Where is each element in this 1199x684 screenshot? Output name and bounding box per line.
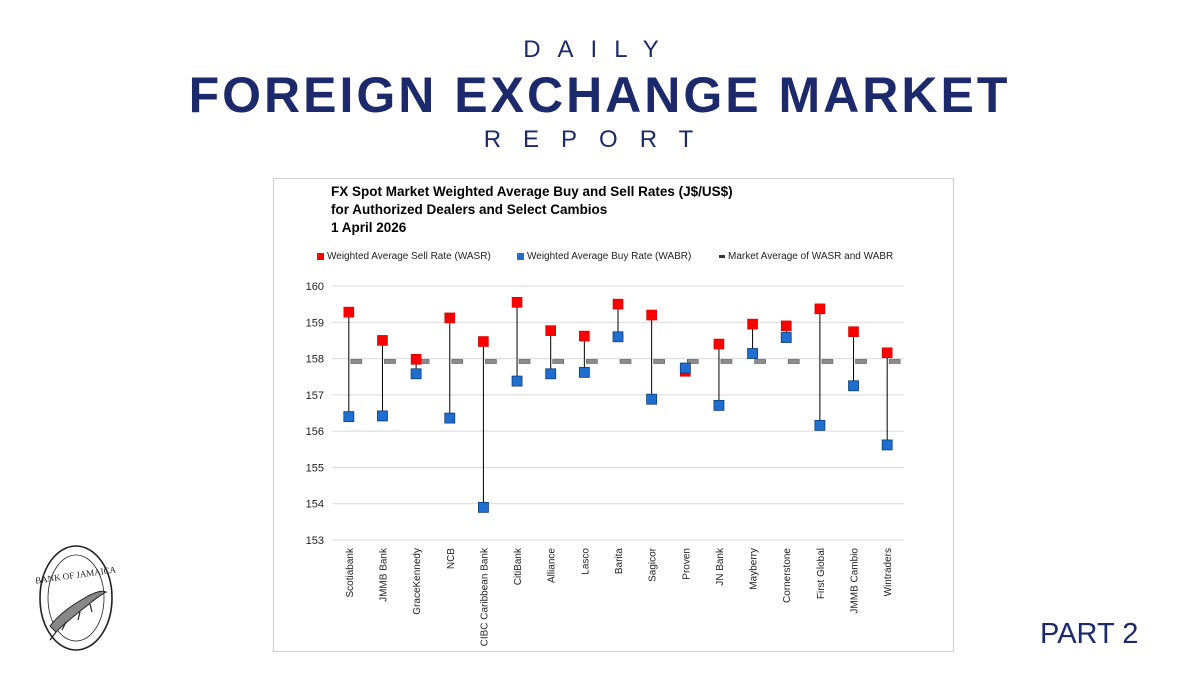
header-title: FOREIGN EXCHANGE MARKET — [188, 67, 1011, 123]
legend-item-wasr: Weighted Average Sell Rate (WASR) — [317, 251, 491, 262]
market-average-marker — [586, 359, 598, 364]
x-category-label: Wintraders — [883, 548, 894, 596]
wasr-marker — [881, 347, 893, 359]
y-tick-label: 155 — [306, 462, 324, 474]
y-tick-label: 159 — [306, 317, 324, 329]
wasr-marker — [814, 303, 826, 315]
x-category-label: Proven — [681, 548, 692, 580]
chart-title-line-1: FX Spot Market Weighted Average Buy and … — [331, 184, 733, 199]
header-report: REPORT — [483, 126, 716, 153]
market-average-marker — [787, 359, 800, 364]
wasr-marker — [410, 353, 422, 365]
wasr-marker — [646, 309, 657, 321]
y-tick-label: 157 — [306, 390, 324, 402]
wabr-marker — [881, 439, 893, 451]
x-category-label: Barita — [614, 548, 625, 575]
legend-label-wabr: Weighted Average Buy Rate (WABR) — [527, 251, 692, 262]
y-tick-label: 154 — [306, 499, 324, 511]
wabr-marker — [780, 332, 792, 343]
y-tick-label: 160 — [306, 281, 324, 293]
legend-swatch-wasr — [317, 252, 324, 260]
market-average-marker — [855, 359, 867, 364]
part-label: PART 2 — [1040, 618, 1139, 650]
wasr-marker — [848, 326, 859, 338]
legend-item-market-average: Market Average of WASR and WABR — [719, 251, 893, 262]
legend-label-wasr: Weighted Average Sell Rate (WASR) — [327, 251, 491, 262]
x-category-label: Alliance — [547, 548, 558, 583]
wasr-marker — [377, 335, 388, 346]
x-category-label: Cornerstone — [782, 548, 793, 603]
x-category-label: JMMB Bank — [378, 547, 389, 602]
x-category-label: CIBC Caribbean Bank — [479, 547, 490, 646]
chart-title-line-3: 1 April 2026 — [331, 220, 407, 235]
market-average-marker — [720, 359, 733, 364]
wasr-marker — [713, 338, 725, 350]
wabr-marker — [410, 368, 422, 380]
wabr-marker — [679, 362, 691, 374]
market-average-marker — [821, 359, 834, 364]
wabr-marker — [747, 348, 758, 359]
x-category-label: JMMB Cambio — [850, 548, 861, 614]
wabr-marker — [646, 393, 658, 405]
legend-label-market-average: Market Average of WASR and WABR — [728, 251, 894, 262]
y-tick-label: 158 — [306, 354, 324, 366]
wabr-marker — [578, 366, 590, 378]
wabr-marker — [713, 399, 725, 411]
x-category-label: Sagicor — [648, 547, 659, 582]
market-average-marker — [754, 359, 766, 364]
wasr-marker — [780, 320, 792, 332]
x-category-label: Lasco — [580, 548, 591, 575]
x-category-label: GraceKennedy — [412, 548, 423, 615]
x-category-label: JN Bank — [715, 547, 726, 586]
market-average-marker — [888, 359, 901, 364]
wasr-marker — [545, 325, 557, 336]
wabr-marker — [545, 368, 557, 380]
market-average-marker — [350, 359, 363, 364]
market-average-marker — [518, 359, 531, 364]
x-category-label: Mayberry — [749, 548, 760, 590]
wabr-marker — [612, 331, 624, 343]
wasr-marker — [478, 336, 489, 347]
wabr-marker — [848, 380, 859, 392]
market-average-marker — [451, 359, 464, 364]
wabr-marker — [444, 412, 456, 424]
chart-legend: Weighted Average Sell Rate (WASR) Weight… — [274, 251, 953, 269]
wabr-marker — [511, 375, 523, 387]
bank-of-jamaica-logo: BANK OF JAMAICA — [36, 545, 116, 651]
x-category-label: Scotiabank — [345, 547, 356, 597]
wabr-marker — [343, 411, 355, 423]
wabr-marker — [377, 410, 388, 422]
wasr-marker — [747, 318, 758, 330]
wasr-marker — [444, 312, 456, 324]
market-average-marker — [686, 359, 699, 364]
chart-title: FX Spot Market Weighted Average Buy and … — [331, 183, 733, 237]
y-tick-label: 153 — [306, 535, 324, 547]
x-category-label: NCB — [446, 548, 457, 569]
wasr-marker — [511, 297, 523, 308]
wabr-marker — [478, 501, 489, 513]
legend-swatch-wabr — [517, 252, 524, 260]
wasr-marker — [612, 298, 624, 310]
market-average-marker — [552, 359, 565, 364]
x-category-label: CitiBank — [513, 547, 524, 585]
wasr-marker — [579, 330, 590, 342]
chart-plot: 153 154 155 156 157 158 159 160 Scotiabank JMMB B… — [306, 281, 904, 646]
market-average-marker — [485, 359, 497, 364]
header-daily: DAILY — [523, 36, 676, 63]
chart-title-line-2: for Authorized Dealers and Select Cambio… — [331, 202, 608, 217]
wasr-marker — [343, 306, 355, 318]
wabr-marker — [814, 419, 826, 431]
x-category-label: First Global — [816, 548, 827, 599]
market-average-marker — [619, 359, 632, 364]
legend-swatch-market-average — [719, 254, 725, 258]
y-tick-label: 156 — [306, 426, 324, 438]
chart-frame: FX Spot Market Weighted Average Buy and … — [273, 178, 954, 652]
legend-item-wabr: Weighted Average Buy Rate (WABR) — [517, 251, 691, 262]
market-average-marker — [653, 359, 665, 364]
market-average-marker — [384, 359, 396, 364]
